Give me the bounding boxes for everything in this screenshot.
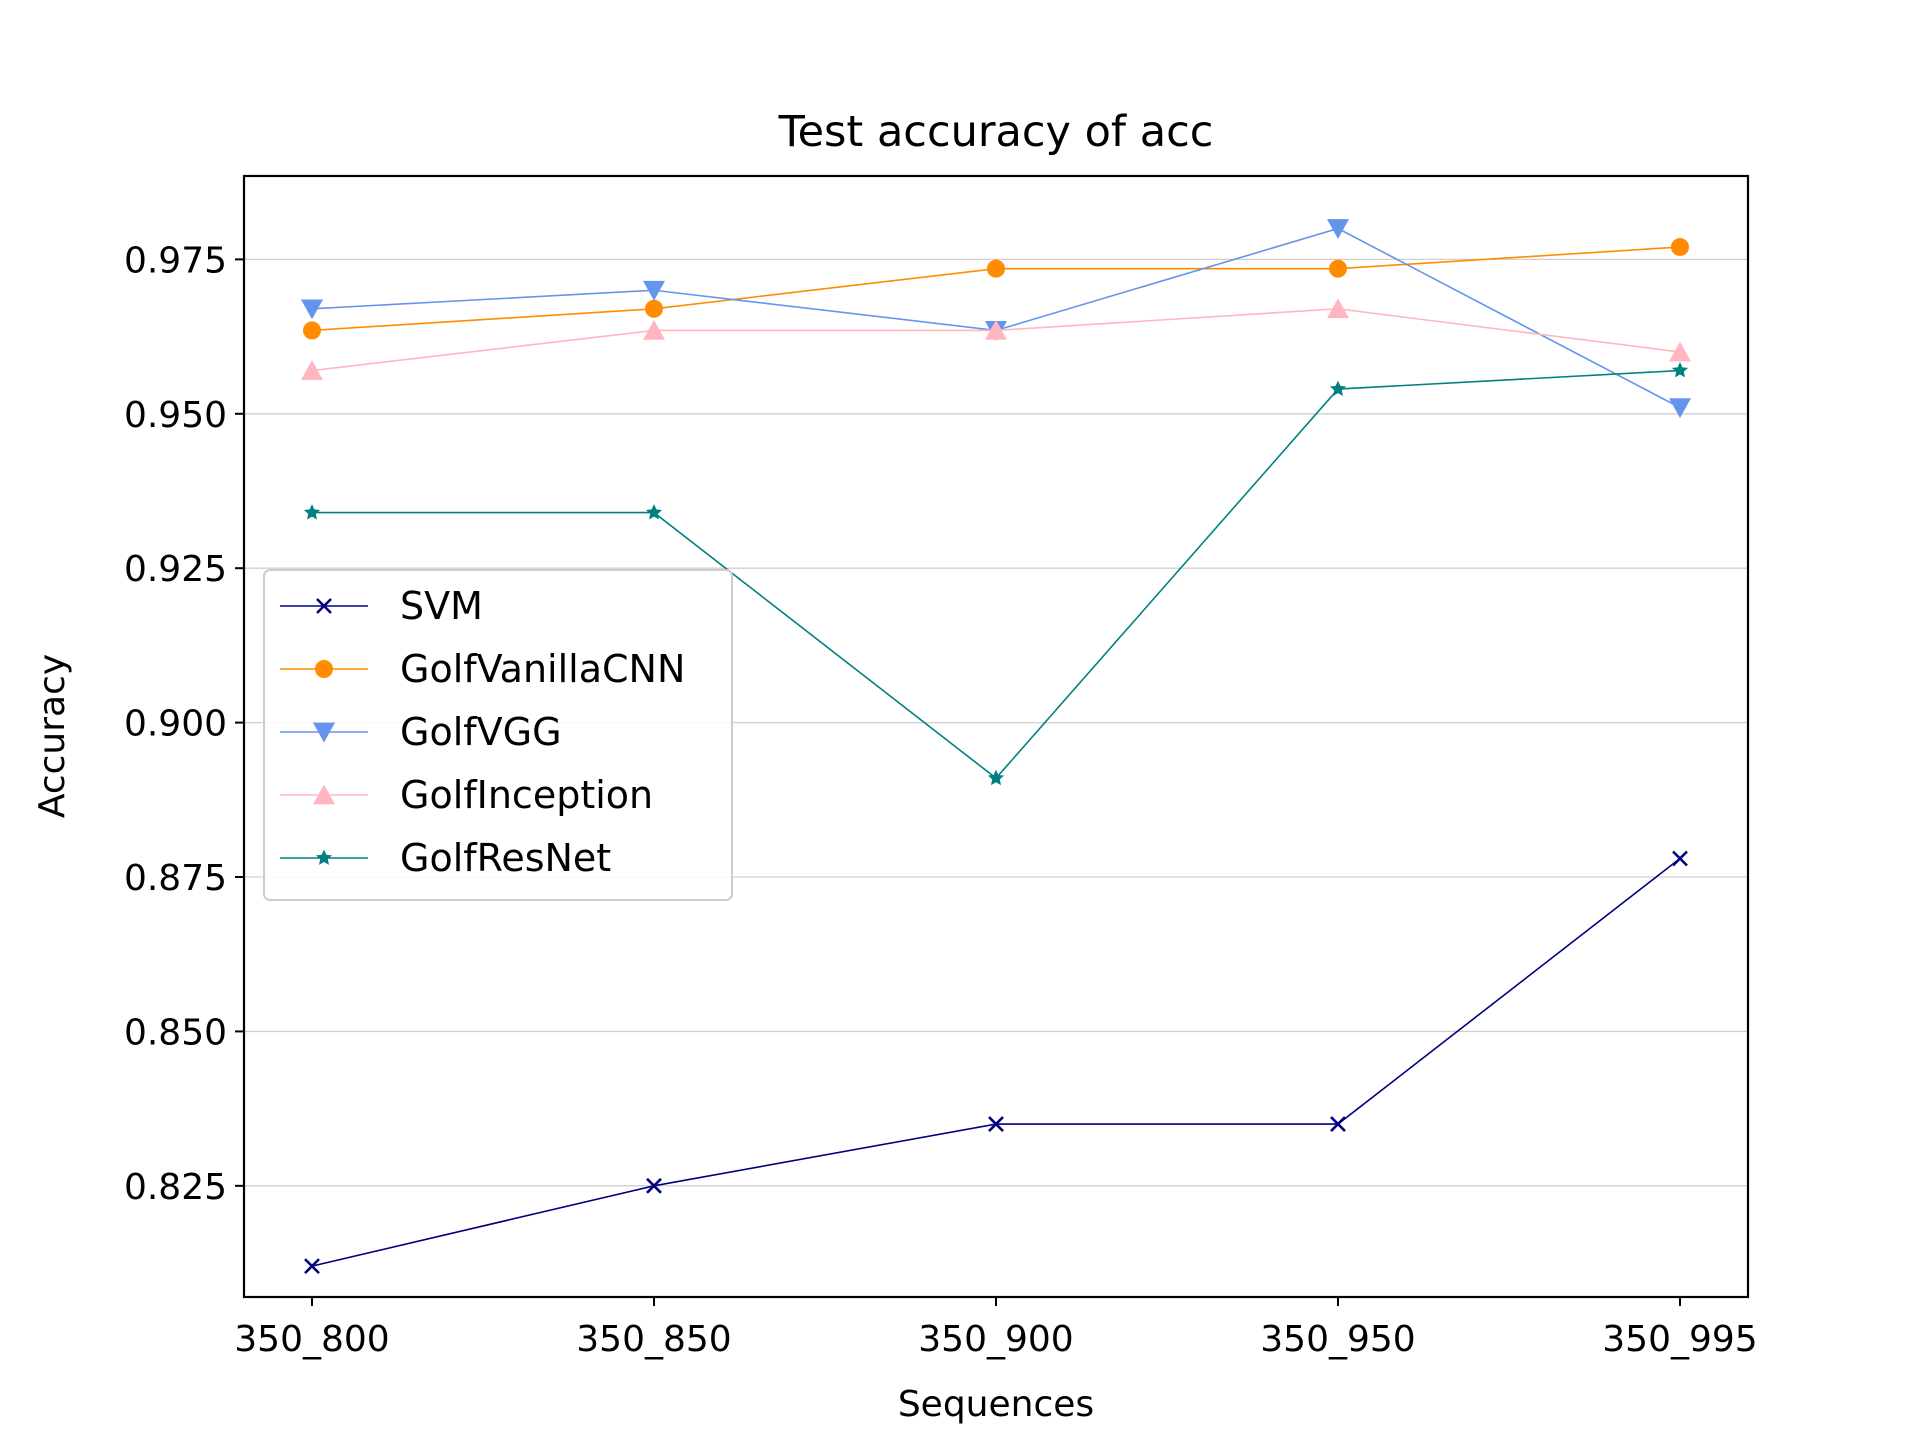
data-point-x — [646, 1177, 662, 1194]
data-point-star — [1671, 362, 1689, 378]
data-point-star — [315, 849, 333, 865]
data-point-triangle-up — [643, 319, 665, 340]
legend-label: SVM — [400, 584, 483, 628]
data-point-circle — [315, 660, 333, 678]
legend-item: SVM — [280, 584, 483, 628]
data-point-triangle-down — [1669, 398, 1691, 419]
series-golfresnet — [303, 362, 1689, 786]
y-tick-label: 0.975 — [124, 240, 227, 281]
x-tick-label: 350_900 — [918, 1319, 1073, 1360]
legend-label: GolfResNet — [400, 836, 611, 880]
data-point-x — [1672, 850, 1688, 867]
data-point-star — [303, 504, 321, 520]
y-tick-label: 0.950 — [124, 395, 227, 436]
data-point-star — [987, 769, 1005, 786]
legend-item: GolfInception — [280, 773, 653, 817]
series-golfinception — [301, 298, 1691, 380]
y-tick-label: 0.850 — [124, 1012, 227, 1053]
legend: SVM GolfVanillaCNN GolfVGG GolfInception Gol… — [263, 569, 733, 901]
data-point-circle — [303, 321, 321, 340]
legend-label: GolfVGG — [400, 710, 562, 754]
series-group — [301, 219, 1691, 1275]
data-point-triangle-down — [301, 299, 323, 320]
data-point-triangle-up — [1327, 298, 1349, 319]
legend-item: GolfVGG — [280, 710, 562, 754]
data-point-triangle-up — [1669, 341, 1691, 362]
data-point-circle — [1329, 259, 1347, 278]
y-tick-label: 0.875 — [124, 858, 227, 899]
x-tick-label: 350_995 — [1602, 1319, 1757, 1360]
data-point-circle — [645, 299, 663, 318]
data-point-x — [988, 1116, 1004, 1132]
data-point-triangle-up — [985, 319, 1007, 340]
data-point-triangle-down — [643, 280, 665, 301]
chart-title: Test accuracy of acc — [778, 107, 1214, 157]
y-tick-label: 0.825 — [124, 1167, 227, 1208]
data-point-triangle-down — [1327, 219, 1349, 239]
y-tick-label: 0.900 — [124, 704, 227, 745]
x-tick-label: 350_850 — [576, 1319, 731, 1360]
data-point-x — [1330, 1116, 1346, 1132]
data-point-circle — [1671, 238, 1689, 257]
legend-item: GolfResNet — [280, 836, 611, 880]
y-axis-title: Accuracy — [32, 654, 73, 818]
legend-box — [263, 569, 733, 901]
series-svm — [304, 850, 1688, 1275]
x-tick-label: 350_950 — [1260, 1319, 1415, 1360]
legend-item: GolfVanillaCNN — [280, 647, 685, 691]
data-point-triangle-up — [301, 360, 323, 380]
data-point-x — [304, 1258, 320, 1275]
legend-label: GolfInception — [400, 773, 653, 817]
axes: 0.825 0.850 0.875 0.900 0.925 0.950 0.975 350_8… — [124, 240, 1758, 1360]
x-axis-title: Sequences — [898, 1384, 1094, 1425]
data-point-x — [316, 598, 332, 614]
data-point-triangle-up — [313, 784, 335, 805]
y-tick-label: 0.925 — [124, 549, 227, 590]
legend-label: GolfVanillaCNN — [400, 647, 685, 691]
data-point-star — [645, 504, 663, 520]
series-golfvanillacnn — [303, 238, 1689, 340]
data-point-star — [1329, 380, 1347, 396]
data-point-triangle-down — [313, 722, 335, 743]
x-tick-label: 350_800 — [234, 1319, 389, 1360]
data-point-circle — [987, 259, 1005, 278]
